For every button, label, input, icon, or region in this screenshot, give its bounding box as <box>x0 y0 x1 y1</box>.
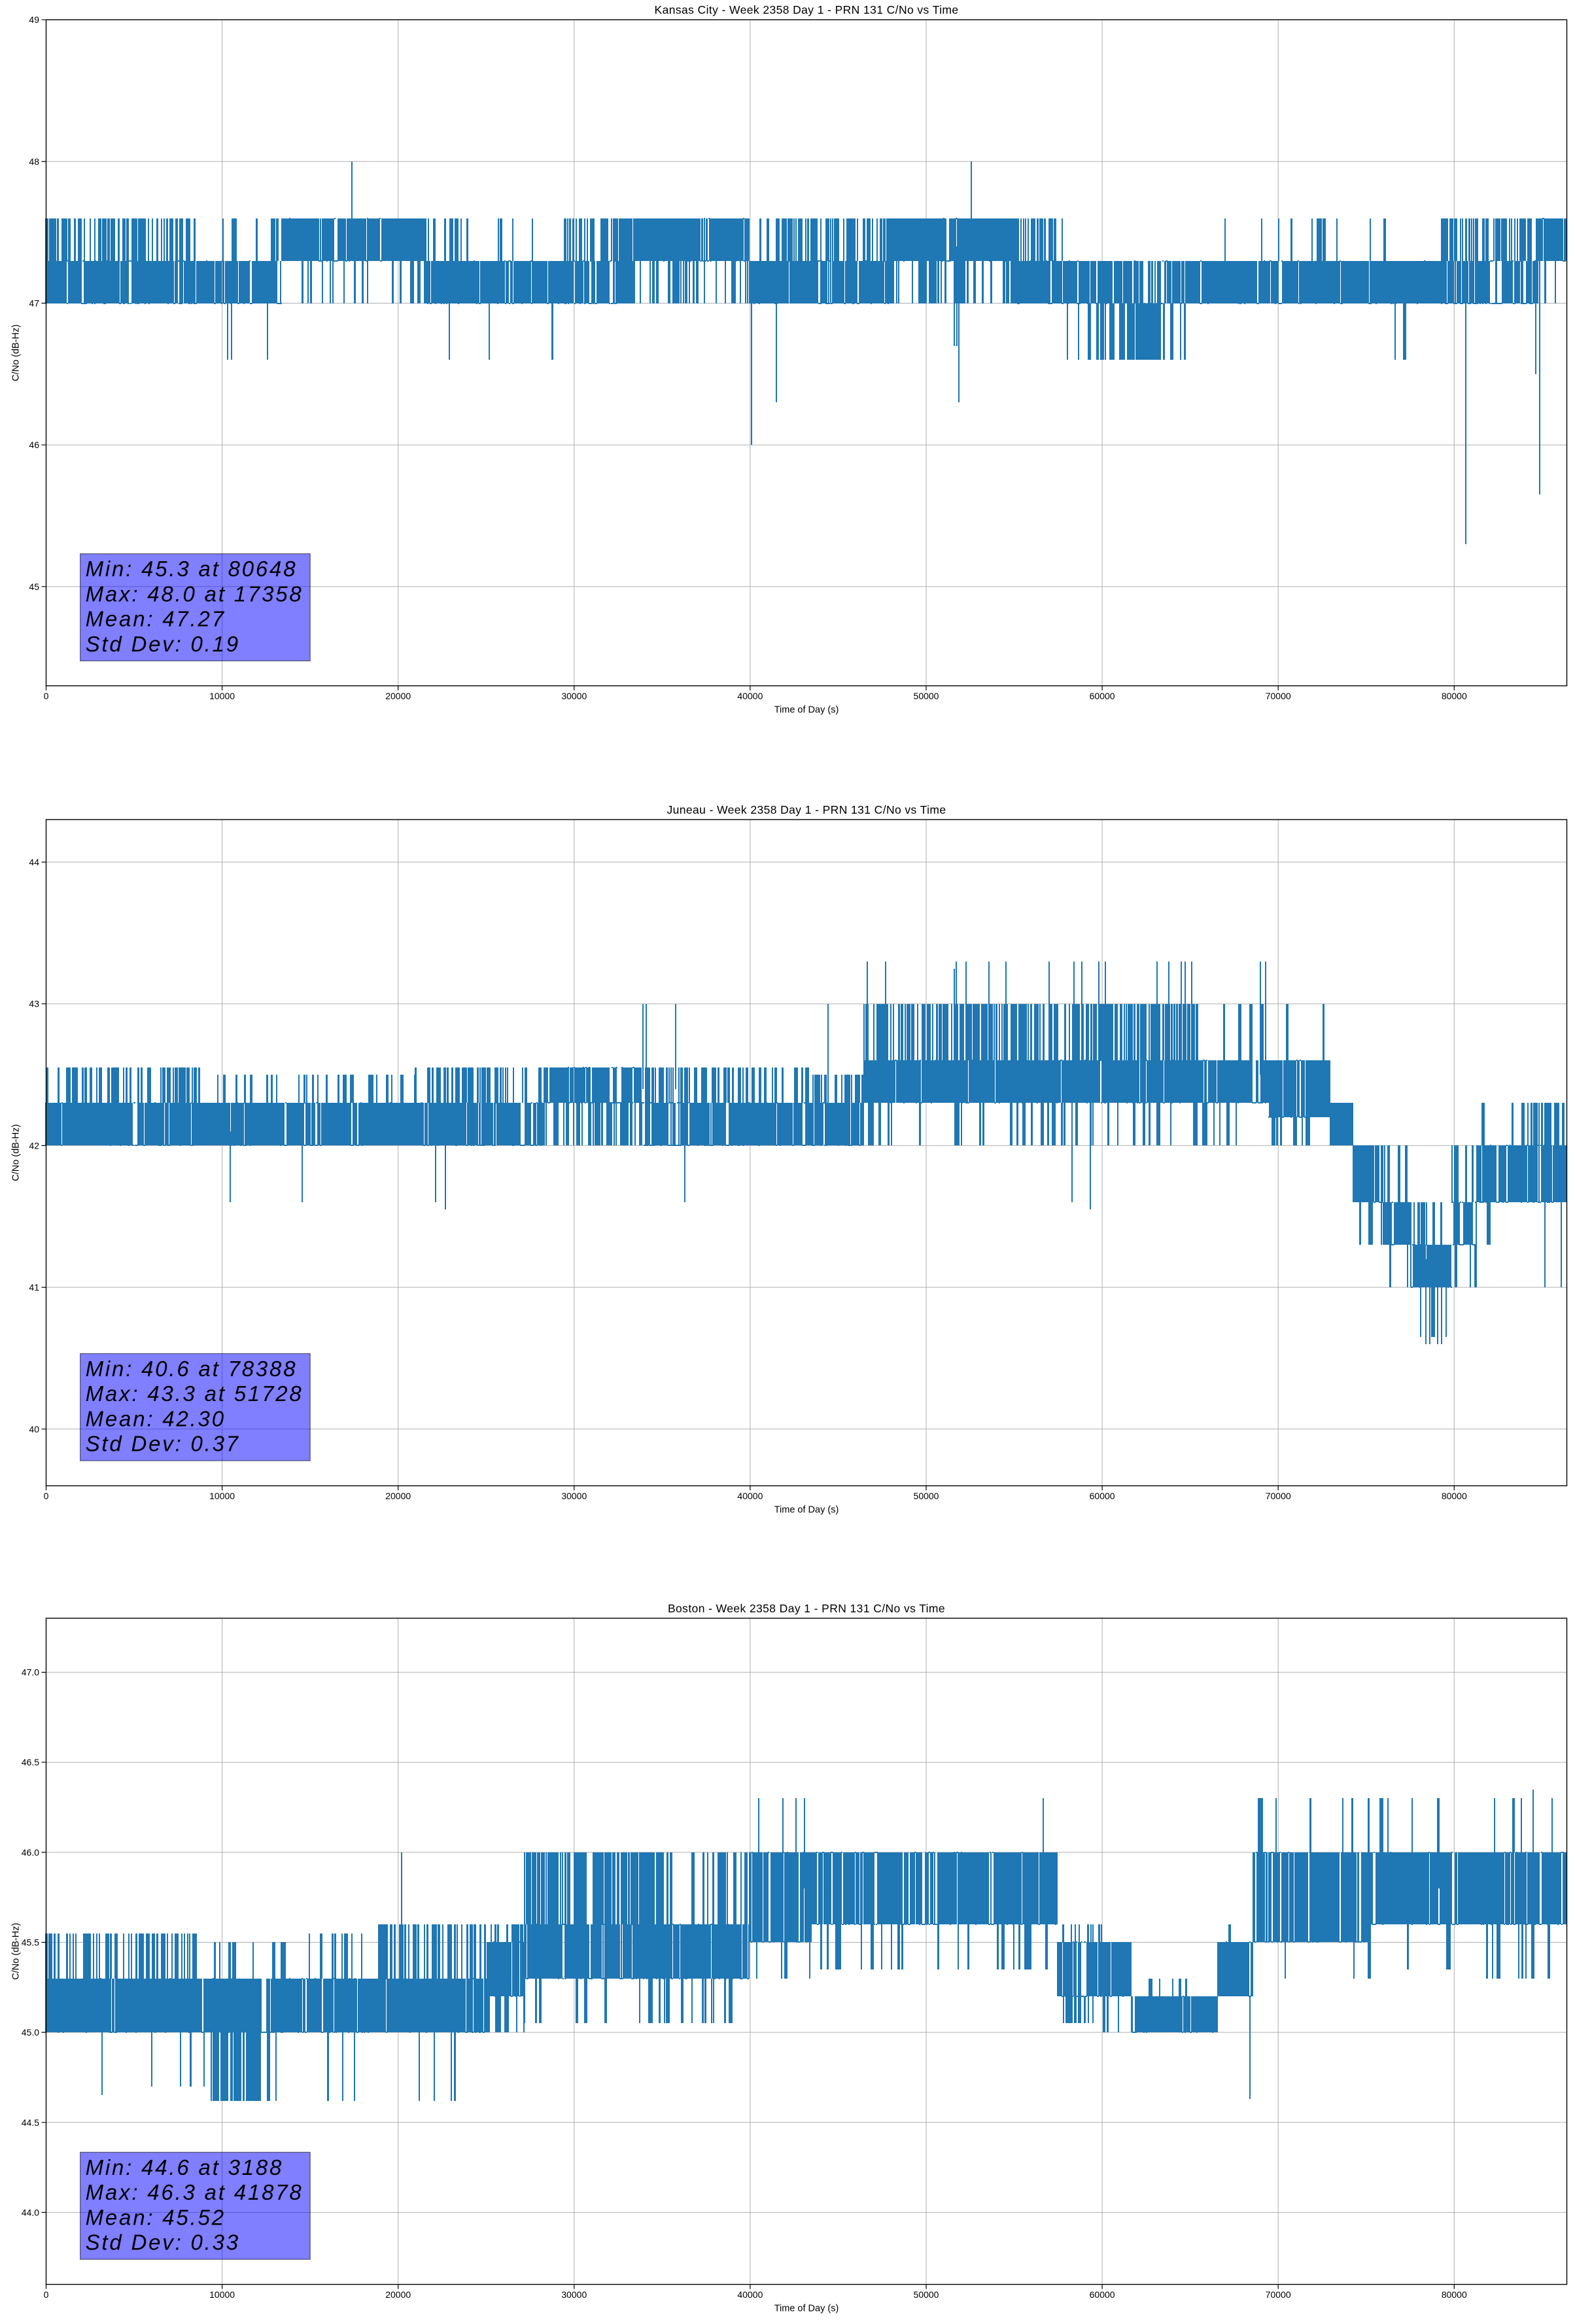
svg-text:80000: 80000 <box>1442 1491 1467 1501</box>
svg-text:Max: 48.0 at 17358: Max: 48.0 at 17358 <box>86 581 303 606</box>
svg-text:10000: 10000 <box>209 1491 235 1501</box>
svg-text:Max: 43.3 at 51728: Max: 43.3 at 51728 <box>86 1381 303 1406</box>
svg-text:20000: 20000 <box>385 2289 411 2300</box>
svg-text:60000: 60000 <box>1090 691 1115 701</box>
svg-text:44.0: 44.0 <box>22 2207 39 2217</box>
svg-text:Kansas City - Week 2358 Day 1: Kansas City - Week 2358 Day 1 - PRN 131 … <box>655 3 959 16</box>
svg-text:20000: 20000 <box>385 1491 411 1501</box>
svg-text:47: 47 <box>29 298 39 309</box>
svg-text:40000: 40000 <box>737 1491 763 1501</box>
svg-text:Max: 46.3 at 41878: Max: 46.3 at 41878 <box>86 2180 303 2204</box>
svg-text:20000: 20000 <box>385 691 411 701</box>
svg-text:48: 48 <box>29 156 39 167</box>
svg-text:43: 43 <box>29 999 39 1009</box>
svg-text:45.0: 45.0 <box>22 2027 39 2038</box>
svg-text:46: 46 <box>29 440 39 450</box>
svg-text:Boston - Week 2358 Day 1 - PRN: Boston - Week 2358 Day 1 - PRN 131 C/No … <box>668 1602 945 1615</box>
svg-text:45.5: 45.5 <box>22 1937 39 1948</box>
svg-text:80000: 80000 <box>1442 691 1467 701</box>
svg-text:70000: 70000 <box>1266 2289 1291 2300</box>
svg-text:30000: 30000 <box>561 2289 587 2300</box>
svg-text:Std Dev: 0.33: Std Dev: 0.33 <box>86 2230 240 2255</box>
svg-text:40: 40 <box>29 1424 39 1434</box>
svg-text:70000: 70000 <box>1266 691 1291 701</box>
svg-text:10000: 10000 <box>209 691 235 701</box>
svg-text:70000: 70000 <box>1266 1491 1291 1501</box>
svg-text:Mean: 42.30: Mean: 42.30 <box>86 1406 226 1431</box>
svg-text:46.5: 46.5 <box>22 1757 39 1767</box>
svg-text:41: 41 <box>29 1282 39 1292</box>
svg-text:0: 0 <box>44 1491 49 1501</box>
svg-text:Juneau - Week 2358 Day 1 - PRN: Juneau - Week 2358 Day 1 - PRN 131 C/No … <box>667 803 946 816</box>
svg-text:45: 45 <box>29 581 39 592</box>
svg-text:30000: 30000 <box>561 1491 587 1501</box>
svg-text:44.5: 44.5 <box>22 2117 39 2128</box>
svg-text:47.0: 47.0 <box>22 1667 39 1678</box>
svg-text:C/No (dB-Hz): C/No (dB-Hz) <box>11 1923 22 1980</box>
svg-text:80000: 80000 <box>1442 2289 1467 2300</box>
svg-text:Mean: 47.27: Mean: 47.27 <box>86 607 226 631</box>
svg-text:0: 0 <box>44 691 49 701</box>
svg-text:40000: 40000 <box>737 691 763 701</box>
svg-text:30000: 30000 <box>561 691 587 701</box>
svg-text:Time of Day (s): Time of Day (s) <box>774 2304 839 2314</box>
svg-text:50000: 50000 <box>914 691 939 701</box>
svg-text:50000: 50000 <box>914 2289 939 2300</box>
svg-text:10000: 10000 <box>209 2289 235 2300</box>
svg-text:Min: 44.6 at 3188: Min: 44.6 at 3188 <box>86 2155 284 2179</box>
svg-text:46.0: 46.0 <box>22 1847 39 1858</box>
svg-text:60000: 60000 <box>1090 2289 1115 2300</box>
svg-text:50000: 50000 <box>914 1491 939 1501</box>
svg-text:C/No (dB-Hz): C/No (dB-Hz) <box>11 1124 22 1181</box>
svg-text:44: 44 <box>29 857 39 867</box>
svg-text:Time of Day (s): Time of Day (s) <box>774 705 839 716</box>
svg-text:42: 42 <box>29 1140 39 1151</box>
svg-text:49: 49 <box>29 14 39 25</box>
svg-text:Std Dev: 0.19: Std Dev: 0.19 <box>86 632 240 656</box>
svg-text:0: 0 <box>44 2289 49 2300</box>
svg-text:Min: 40.6 at 78388: Min: 40.6 at 78388 <box>86 1357 298 1381</box>
svg-text:C/No (dB-Hz): C/No (dB-Hz) <box>11 324 22 381</box>
svg-text:40000: 40000 <box>737 2289 763 2300</box>
svg-text:Std Dev: 0.37: Std Dev: 0.37 <box>86 1432 240 1456</box>
svg-text:Min: 45.3 at 80648: Min: 45.3 at 80648 <box>86 557 298 581</box>
svg-text:Time of Day (s): Time of Day (s) <box>774 1505 839 1516</box>
svg-text:60000: 60000 <box>1090 1491 1115 1501</box>
svg-text:Mean: 45.52: Mean: 45.52 <box>86 2205 226 2229</box>
